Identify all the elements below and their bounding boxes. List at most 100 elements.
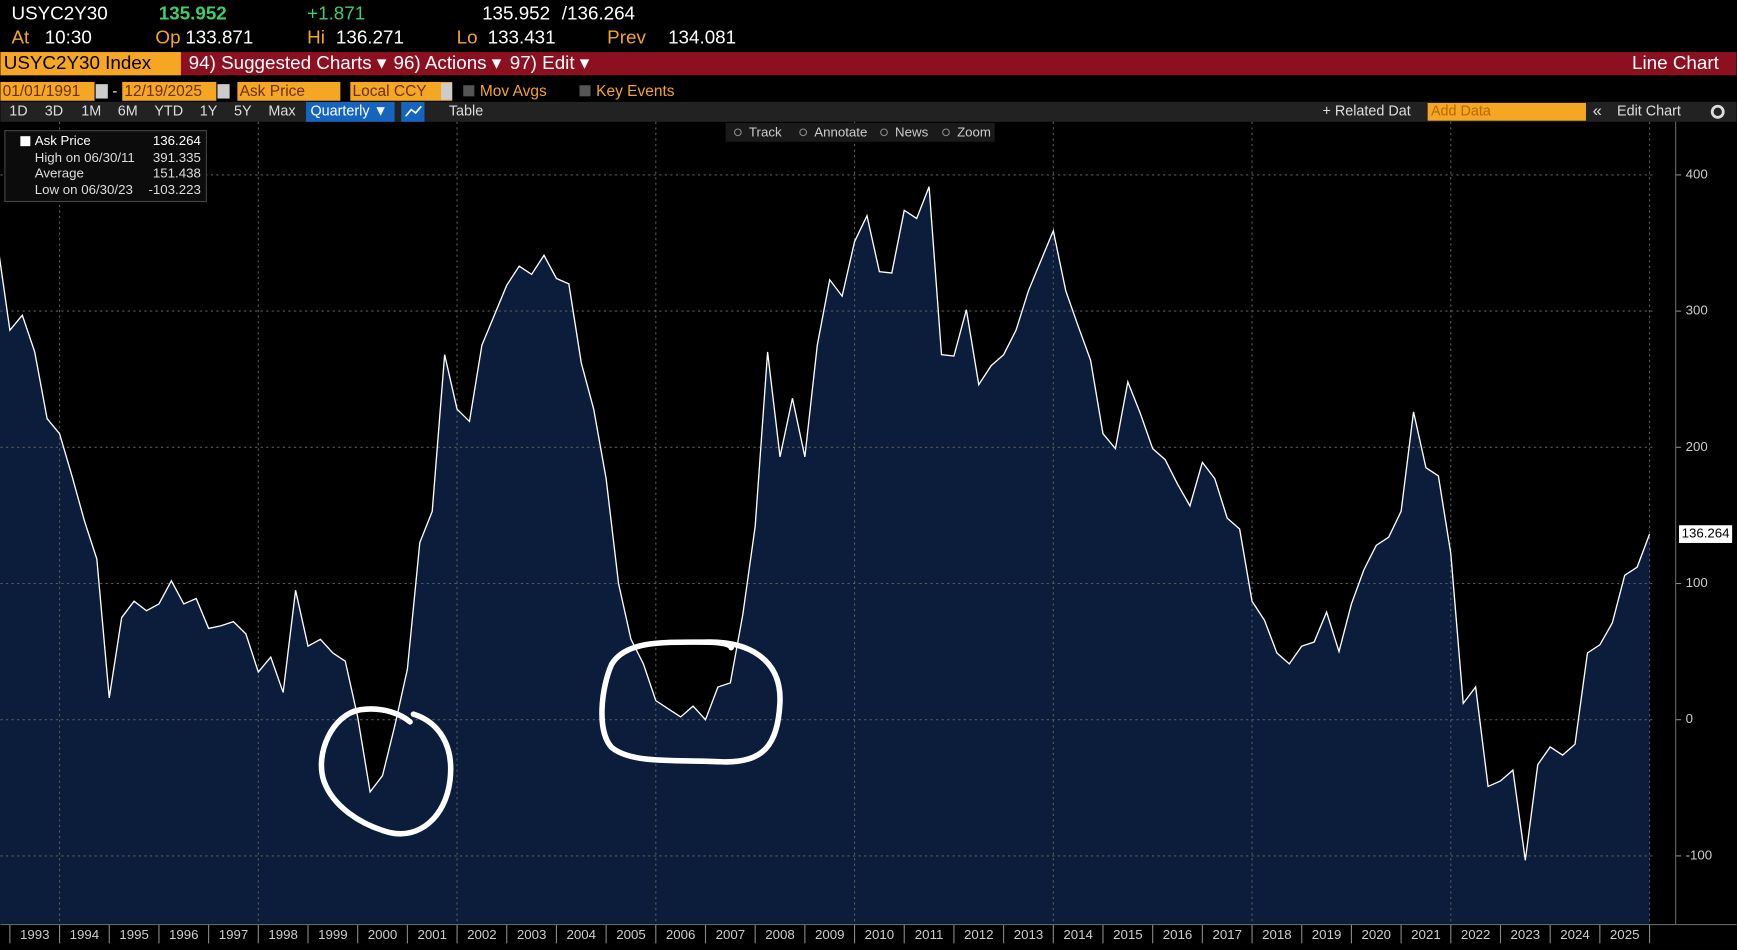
gear-icon[interactable]: [1710, 104, 1725, 119]
end-date-field[interactable]: [122, 81, 217, 101]
x-tick-label: 2025: [1610, 927, 1640, 942]
lo-value: 133.431: [488, 27, 556, 48]
y-tick-label: 200: [1686, 439, 1708, 454]
tool-button[interactable]: Track: [749, 124, 782, 139]
period-button[interactable]: 1M: [81, 104, 101, 120]
calendar-icon[interactable]: [95, 84, 108, 99]
x-tick-label: 1997: [219, 927, 249, 942]
legend-series: Ask Price: [35, 133, 91, 148]
period-buttons: 1D 3D 1M 6M YTD 1Y 5Y Max: [9, 104, 296, 120]
x-tick-label: 2020: [1362, 927, 1392, 942]
x-tick-label: 2005: [616, 927, 646, 942]
legend-box: [4, 130, 207, 203]
mov-avgs[interactable]: Mov Avgs: [480, 83, 547, 100]
line: [0, 186, 1651, 861]
tool-button[interactable]: News: [895, 124, 929, 139]
start-date-field[interactable]: [0, 81, 95, 101]
menu-actions[interactable]: 96) Actions ▾: [394, 52, 502, 73]
at-label: At: [12, 27, 31, 48]
toolbar: [0, 52, 1737, 76]
field-select[interactable]: [237, 81, 341, 101]
period-button[interactable]: 1D: [9, 104, 27, 120]
x-tick-label: 2011: [915, 927, 944, 942]
tool-icon: [880, 128, 888, 137]
edit-chart[interactable]: Edit Chart: [1617, 104, 1681, 120]
chart-type: Line Chart: [1632, 52, 1720, 73]
calendar-icon[interactable]: [217, 84, 230, 99]
related-data[interactable]: + Related Dat: [1322, 104, 1410, 120]
y-tick-label: 300: [1686, 303, 1708, 318]
at-time: 10:30: [45, 27, 92, 48]
x-tick-label: 2024: [1560, 927, 1590, 942]
hi-value: 136.271: [336, 27, 404, 48]
x-tick-label: 1996: [169, 927, 199, 942]
x-tick-label: 2022: [1461, 927, 1491, 942]
period-button[interactable]: Max: [268, 104, 296, 120]
tool-button[interactable]: Zoom: [957, 124, 991, 139]
change: +1.871: [307, 2, 365, 23]
op-value: 133.871: [185, 27, 253, 48]
key-events[interactable]: Key Events: [596, 83, 675, 100]
y-tick-label: 400: [1686, 166, 1708, 181]
tool-button[interactable]: Annotate: [814, 124, 867, 139]
field: Ask Price: [240, 83, 305, 100]
date-separator: -: [112, 83, 117, 100]
table-button[interactable]: Table: [449, 104, 483, 120]
x-tick-label: 1998: [268, 927, 298, 942]
x-tick-label: 1994: [70, 927, 100, 942]
plot-area: -100 0 100 200 300 400 1993 1994 1995 1996 1997 199…: [0, 121, 1733, 944]
x-tick-label: 2017: [1212, 927, 1242, 942]
legend-high-value: 391.335: [153, 150, 201, 165]
checkbox[interactable]: [579, 85, 591, 97]
period-button[interactable]: 3D: [45, 104, 63, 120]
chart-icon: [405, 105, 422, 117]
security-field[interactable]: [0, 52, 181, 76]
collapse[interactable]: «: [1593, 101, 1602, 120]
chart-tools: [725, 122, 995, 142]
menu-edit[interactable]: 97) Edit ▾: [510, 52, 590, 73]
currency-select[interactable]: [350, 81, 453, 101]
add-data-field[interactable]: [1427, 102, 1586, 121]
security: USYC2Y30 Index: [4, 52, 152, 73]
period-button[interactable]: 6M: [118, 104, 138, 120]
x-tick-label: 2001: [417, 927, 447, 942]
x-tick-label: 2006: [666, 927, 696, 942]
period-bar: [0, 101, 1737, 122]
tool-icon: [942, 128, 950, 137]
y-tick-label: -100: [1686, 847, 1713, 862]
y-tick-label: 100: [1686, 575, 1708, 590]
x-tick-label: 2023: [1511, 927, 1541, 942]
lo-label: Lo: [457, 27, 478, 48]
ticker: USYC2Y30: [12, 2, 108, 23]
ask: /136.264: [562, 2, 635, 23]
x-tick-label: 2014: [1063, 927, 1093, 942]
end-date: 12/19/2025: [124, 83, 202, 100]
x-tick-label: 2015: [1113, 927, 1143, 942]
dropdown-arrow[interactable]: [441, 83, 453, 100]
period-button[interactable]: 1Y: [200, 104, 218, 120]
prev-label: Prev: [607, 27, 646, 48]
period-button[interactable]: 5Y: [234, 104, 252, 120]
x-tick-label: 2004: [567, 927, 597, 942]
legend-low: Low on 06/30/23: [35, 182, 133, 197]
legend-swatch: [20, 136, 31, 147]
x-tick-label: 2012: [964, 927, 994, 942]
legend-high: High on 06/30/11: [35, 150, 135, 165]
annotation-circle: [318, 706, 454, 837]
area: [0, 186, 1650, 925]
tool-icon: [799, 128, 808, 137]
last-price: 135.952: [159, 2, 227, 23]
x-tick-label: 1999: [318, 927, 348, 942]
checkbox[interactable]: [463, 85, 475, 97]
start-date: 01/01/1991: [3, 83, 81, 100]
menu-suggested[interactable]: 94) Suggested Charts ▾: [189, 52, 387, 73]
legend-low-value: -103.223: [148, 182, 200, 197]
x-tick-label: 2016: [1163, 927, 1193, 942]
annotation-circle: [599, 639, 783, 765]
prev-value: 134.081: [668, 27, 736, 48]
frequency-button[interactable]: [306, 101, 395, 122]
x-tick-label: 2013: [1014, 927, 1044, 942]
period-button[interactable]: YTD: [154, 104, 183, 120]
x-tick-label: 2018: [1262, 927, 1292, 942]
